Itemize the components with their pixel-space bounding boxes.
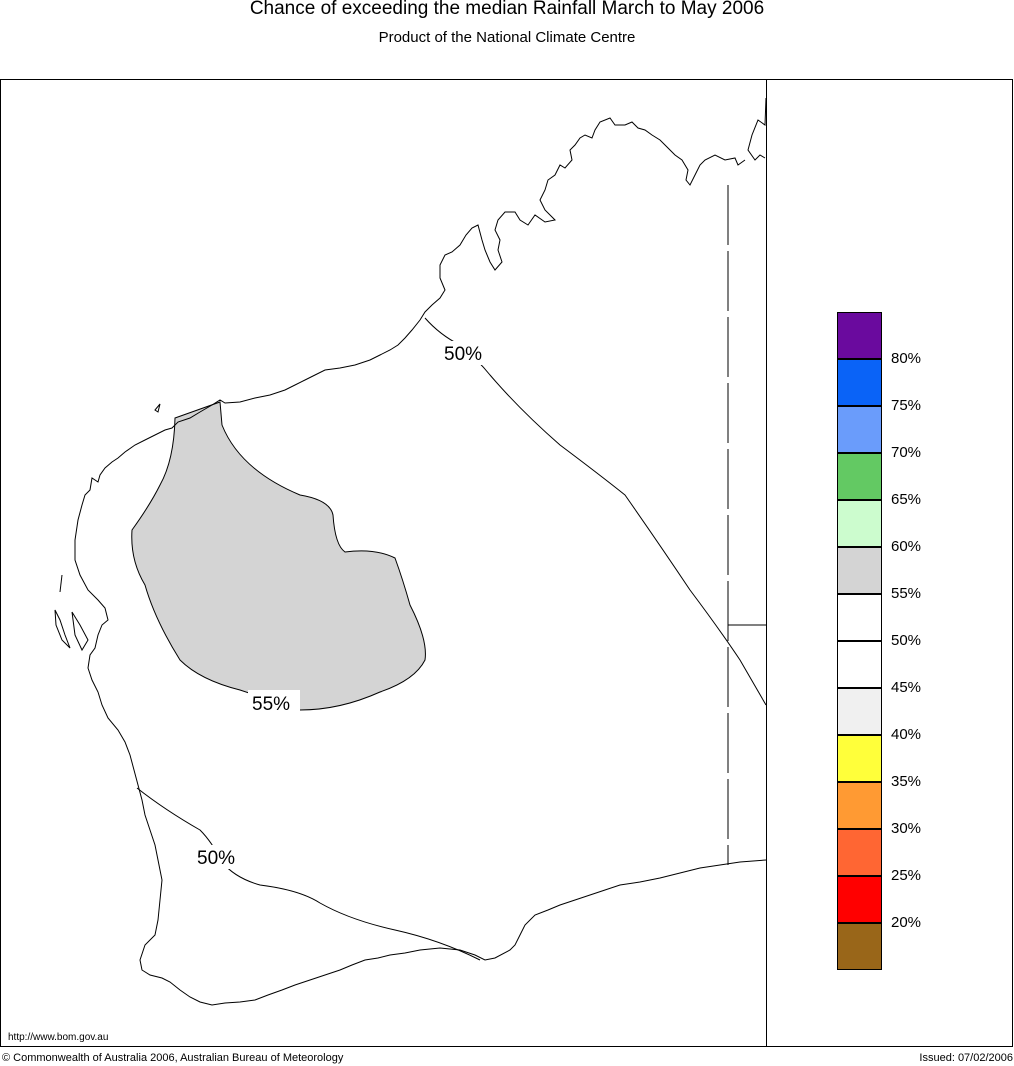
legend-label: 75%	[891, 397, 922, 414]
legend-label: 65%	[891, 491, 922, 508]
legend-divider	[766, 79, 767, 1047]
legend-swatch	[837, 688, 882, 735]
legend-swatch	[837, 406, 882, 453]
map-frame	[0, 79, 1013, 1047]
legend-swatch	[837, 453, 882, 500]
contour-label-50-north: 50%	[444, 344, 482, 365]
legend-swatch	[837, 312, 882, 359]
legend-label: 20%	[891, 914, 922, 931]
legend-swatch	[837, 876, 882, 923]
legend-label: 55%	[891, 585, 922, 602]
legend-swatch	[837, 594, 882, 641]
contour-label-55: 55%	[252, 694, 290, 715]
legend-label: 50%	[891, 632, 922, 649]
legend-label: 30%	[891, 820, 922, 837]
legend-swatch	[837, 735, 882, 782]
legend-label: 40%	[891, 726, 922, 743]
contour-50-north	[424, 317, 767, 706]
shaded-region-55pct	[131, 401, 426, 711]
coastline	[74, 97, 767, 1006]
map-subtitle: Product of the National Climate Centre	[378, 29, 636, 46]
issued-date: Issued: 07/02/2006	[919, 1052, 1013, 1064]
legend-swatch	[837, 359, 882, 406]
island	[54, 609, 71, 649]
legend-label: 70%	[891, 444, 922, 461]
copyright-notice: © Commonwealth of Australia 2006, Austra…	[2, 1052, 344, 1064]
legend-label: 25%	[891, 867, 922, 884]
legend-label: 60%	[891, 538, 922, 555]
map-title: Chance of exceeding the median Rainfall …	[249, 0, 765, 19]
contour-label-50-south: 50%	[197, 848, 235, 869]
island	[59, 574, 63, 593]
legend-swatch	[837, 547, 882, 594]
legend-swatch	[837, 923, 882, 970]
contour-50-south	[136, 787, 481, 961]
legend-swatch	[837, 641, 882, 688]
legend-label: 45%	[891, 679, 922, 696]
legend-label: 80%	[891, 350, 922, 367]
legend-swatch	[837, 782, 882, 829]
legend-swatch	[837, 500, 882, 547]
website-url[interactable]: http://www.bom.gov.au	[8, 1032, 109, 1043]
island	[71, 611, 89, 652]
legend-label: 35%	[891, 773, 922, 790]
island	[154, 403, 161, 413]
legend-swatch	[837, 829, 882, 876]
